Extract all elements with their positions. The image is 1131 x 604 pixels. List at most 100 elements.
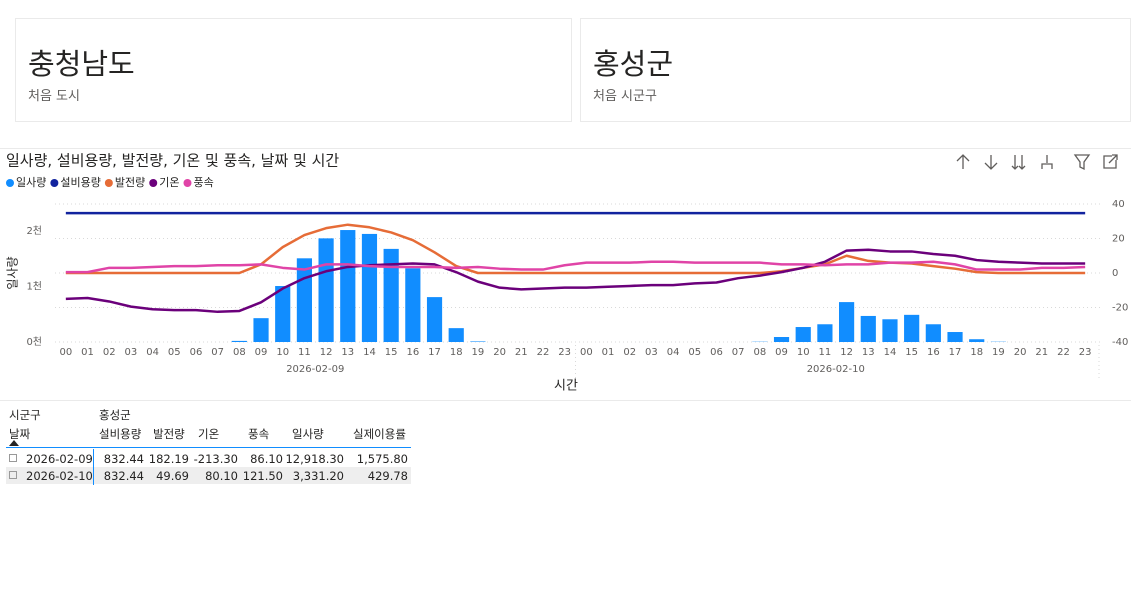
x-tick-label: 18 (970, 347, 983, 358)
y-tick-label: 1천 (26, 281, 42, 293)
line (65, 260, 1086, 274)
bar (426, 297, 443, 342)
bar (773, 337, 790, 342)
card-subtitle: 처음 도시 (28, 89, 80, 104)
bar (817, 324, 833, 342)
x-tick-label: 15 (905, 347, 918, 358)
bar (361, 233, 378, 342)
bar (882, 319, 898, 342)
bar (231, 340, 247, 342)
x-tick-label: 15 (385, 347, 398, 358)
legend-label: 발전량 (115, 176, 145, 189)
legend-swatch (104, 179, 113, 187)
x-tick-label: 03 (125, 347, 138, 358)
x-tick-label: 11 (819, 347, 832, 358)
card: 충청남도 처음 도시 (15, 18, 572, 122)
expand-button[interactable] (9, 454, 17, 462)
x-tick-label: 07 (211, 347, 224, 358)
bar (470, 341, 486, 342)
focus-icon[interactable] (1103, 154, 1118, 169)
card-subtitle: 처음 시군구 (593, 89, 657, 104)
table-cell: 80.10 (205, 469, 238, 483)
bar (253, 318, 269, 342)
legend-label: 풍속 (193, 176, 213, 189)
expand-button[interactable] (9, 471, 17, 479)
bar (340, 230, 356, 342)
x-tick-label: 10 (797, 347, 810, 358)
x-tick-label: 13 (862, 347, 875, 358)
bar (860, 315, 876, 342)
x-tick-label: 19 (472, 347, 485, 358)
bar (448, 328, 464, 342)
drill-down-icon[interactable] (984, 155, 998, 170)
x-tick-label: 13 (341, 347, 354, 358)
y-tick-label: 2천 (26, 225, 42, 237)
bar (925, 324, 941, 342)
x-tick-label: 04 (667, 347, 680, 358)
x-tick-label: 20 (493, 347, 506, 358)
next-level-icon[interactable] (1011, 155, 1026, 170)
x-tick-label: 14 (363, 347, 376, 358)
x-tick-label: 23 (1079, 347, 1092, 358)
chart-panel: 일사량, 설비용량, 발전량, 기온 및 풍속, 날짜 및 시간 시간 일사량 … (0, 148, 1131, 401)
x-tick-label: 01 (602, 347, 615, 358)
table-row[interactable]: 2026-02-10 832.44 49.69 80.10 121.50 3,331.20… (6, 467, 411, 484)
column-header: 일사량 (292, 427, 324, 441)
x-tick-label: 05 (688, 347, 701, 358)
bar (904, 314, 920, 342)
toolbar (956, 154, 1118, 171)
x-tick-label: 07 (732, 347, 745, 358)
column-rule (93, 449, 94, 485)
x-tick-label: 12 (840, 347, 853, 358)
x-tick-label: 06 (710, 347, 723, 358)
table-cell: 182.19 (148, 452, 189, 466)
x-tick-label: 00 (59, 347, 72, 358)
expand-icon[interactable] (1041, 155, 1053, 169)
x-axis-title: 시간 (554, 379, 578, 394)
drill-up-icon[interactable] (956, 154, 970, 169)
x-tick-label: 02 (623, 347, 636, 358)
line (65, 223, 1086, 275)
legend-label: 일사량 (16, 175, 46, 189)
line (65, 248, 1086, 314)
table-row[interactable]: 2026-02-09 832.44 182.19 -213.30 86.10 12,918… (6, 450, 411, 467)
column-header: 풍속 (248, 427, 270, 441)
x-tick-label: 20 (1014, 347, 1027, 358)
x-tick-label: 06 (190, 347, 203, 358)
header-rule (6, 447, 411, 448)
x-tick-label: 00 (580, 347, 593, 358)
table-cell: 49.69 (156, 469, 189, 483)
sort-icon[interactable] (9, 440, 19, 446)
chart: 일사량, 설비용량, 발전량, 기온 및 풍속, 날짜 및 시간 시간 일사량 … (6, 152, 1129, 394)
bar (275, 286, 291, 342)
table-cell: 86.10 (250, 452, 283, 466)
x-tick-label: 09 (775, 347, 788, 358)
bar (795, 327, 811, 342)
table-cell: 12,918.30 (285, 452, 344, 466)
legend-label: 설비용량 (60, 176, 100, 189)
legend-swatch (149, 179, 158, 187)
x-tick-label: 18 (450, 347, 463, 358)
x-tick-label: 11 (298, 347, 311, 358)
x-tick-label: 04 (146, 347, 159, 358)
bar (318, 238, 334, 342)
legend-swatch (183, 179, 192, 187)
column-header: 발전량 (153, 427, 185, 441)
table-cell: 121.50 (242, 469, 283, 483)
column-header: 기온 (198, 427, 220, 441)
header-cell: 시군구 (9, 408, 41, 422)
filter-icon[interactable] (1073, 154, 1091, 171)
x-tick-label: 16 (406, 347, 419, 358)
x-group-label: 2026-02-09 (286, 364, 344, 375)
card-title: 충청남도 (28, 47, 135, 81)
column-header: 날짜 (9, 427, 31, 441)
table-cell: 2026-02-09 (26, 452, 93, 466)
x-tick-label: 21 (1035, 347, 1048, 358)
bar (405, 268, 421, 342)
y2-tick-label: 20 (1112, 234, 1125, 245)
x-tick-label: 16 (927, 347, 940, 358)
bar (383, 248, 399, 342)
y2-tick-label: 40 (1112, 199, 1125, 210)
table-cell: 832.44 (103, 452, 144, 466)
